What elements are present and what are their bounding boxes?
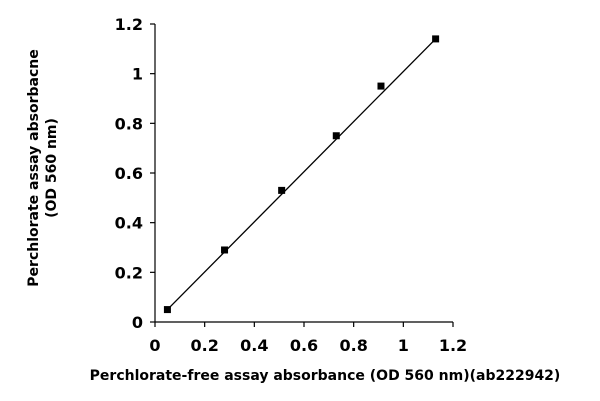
- y-tick-label: 0.6: [115, 164, 143, 183]
- trend-line: [166, 38, 437, 311]
- x-ticks: 0 0.2 0.4 0.6 0.8 1 1.2: [149, 322, 467, 355]
- y-tick-label: 0: [132, 313, 143, 332]
- y-axis-title-line2: (OD 560 nm): [44, 118, 60, 218]
- x-tick-label: 0.8: [339, 336, 367, 355]
- x-tick-label: 0.2: [190, 336, 218, 355]
- y-axis-title-line1: Perchlorate assay absorbacne: [26, 49, 42, 286]
- points-layer: [163, 35, 440, 314]
- y-tick-label: 1: [132, 65, 143, 84]
- x-tick-label: 1.2: [439, 336, 467, 355]
- data-point: [377, 82, 385, 90]
- trend-layer: [166, 38, 437, 311]
- y-tick-label: 1.2: [115, 15, 143, 34]
- x-axis-title: Perchlorate-free assay absorbance (OD 56…: [90, 368, 561, 384]
- data-point: [278, 186, 286, 194]
- y-ticks: 0 0.2 0.4 0.6 0.8 1 1.2: [115, 15, 155, 332]
- data-point: [432, 35, 440, 43]
- y-tick-label: 0.4: [115, 214, 143, 233]
- x-tick-label: 0.6: [290, 336, 318, 355]
- y-tick-label: 0.8: [115, 114, 143, 133]
- y-tick-label: 0.2: [115, 263, 143, 282]
- data-point: [332, 132, 340, 140]
- data-point: [221, 246, 229, 254]
- x-tick-label: 1: [398, 336, 409, 355]
- x-tick-label: 0: [149, 336, 160, 355]
- data-point: [163, 306, 171, 314]
- x-tick-label: 0.4: [240, 336, 268, 355]
